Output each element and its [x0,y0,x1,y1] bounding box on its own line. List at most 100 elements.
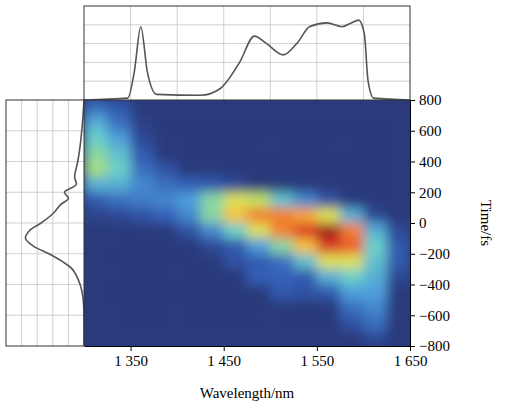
heatmap-cell [270,131,294,147]
heatmap-cell [317,300,341,316]
heatmap-cell [200,146,224,162]
heatmap-cell [131,254,155,270]
heatmap-cell [107,315,131,331]
heatmap-cell [131,208,155,224]
heatmap-cell [247,146,271,162]
heatmap-cell [387,315,410,331]
tick-label: 1 350 [114,353,148,369]
heatmap-cell [107,146,131,162]
heatmap-cell [200,177,224,193]
heatmap-cell [200,162,224,178]
heatmap-cell [200,300,224,316]
x-axis-line [85,346,411,347]
x-axis-tick: 1 550 [300,346,334,369]
heatmap-cell [154,192,178,208]
heatmap-cell [177,254,201,270]
heatmap-cell [200,315,224,331]
heatmap-cell [363,238,387,254]
figure: 1 3501 4501 5501 6508006004002000−200−40… [0,0,506,410]
tick-mark [410,285,415,286]
heatmap-cell [107,192,131,208]
heatmap-cell [224,208,248,224]
heatmap-cell [177,177,201,193]
y-axis-tick: 800 [410,92,442,108]
heatmap-cell [270,300,294,316]
heatmap-cell [247,115,271,131]
heatmap-cell [317,269,341,285]
tick-mark [224,346,225,351]
heatmap-cell [363,300,387,316]
top-panel-background [84,6,410,100]
heatmap-cell [224,300,248,316]
grid-line [6,253,84,254]
heatmap-cell [363,208,387,224]
heatmap-cell [270,192,294,208]
heatmap-cell [200,331,224,346]
tick-mark [410,192,415,193]
heatmap-cell [247,331,271,346]
heatmap-cell [177,146,201,162]
top-panel-frame [84,6,410,100]
heatmap-cell [84,131,108,147]
heatmap-cell [247,254,271,270]
heatmap-cell [340,208,364,224]
heatmap-cell [340,192,364,208]
heatmap-cell [177,223,201,239]
heatmap-cell [387,269,410,285]
heatmap-cell [270,100,294,116]
heatmap-cell [387,131,410,147]
tick-mark [410,223,415,224]
heatmap-cell [177,285,201,301]
heatmap-cell [340,254,364,270]
heatmap-cell [317,115,341,131]
heatmap-cell [363,100,387,116]
heatmap-cell [200,100,224,116]
heatmap-cell [224,192,248,208]
heatmap-cell [387,146,410,162]
heatmap-cell [154,331,178,346]
y-axis-tick: 200 [410,185,442,201]
heatmap-cell [340,131,364,147]
heatmap-cell [154,223,178,239]
heatmap-cell [317,131,341,147]
heatmap-cell [294,131,318,147]
heatmap-cell [363,331,387,346]
heatmap-cells [84,100,410,346]
heatmap-cell [317,331,341,346]
heatmap-cell [294,285,318,301]
heatmap-cell [294,269,318,285]
heatmap-cell [200,115,224,131]
heatmap-cell [177,162,201,178]
tick-label: −400 [419,277,450,293]
tick-mark [410,162,415,163]
tick-label: 200 [419,185,442,201]
heatmap-cell [84,285,108,301]
heatmap-cell [340,269,364,285]
heatmap-cell [177,315,201,331]
heatmap-cell [131,269,155,285]
grid-line [363,6,364,100]
y-axis: 8006004002000−200−400−600−800 [410,92,450,354]
left-panel-background [6,100,84,346]
heatmap-cell [107,238,131,254]
heatmap-cell [294,177,318,193]
heatmap-cell [294,331,318,346]
tick-mark [410,131,415,132]
heatmap-cell [107,285,131,301]
heatmap-cell [270,269,294,285]
heatmap-cell [154,115,178,131]
x-axis: 1 3501 4501 5501 650 [85,346,428,369]
heatmap-cell [340,315,364,331]
left-line-area [25,100,84,346]
heatmap-cell [247,100,271,116]
heatmap-cell [177,238,201,254]
heatmap-cell [200,223,224,239]
heatmap-cell [200,192,224,208]
heatmap-cell [317,254,341,270]
heatmap-cell [270,146,294,162]
heatmap-cell [131,238,155,254]
y-axis-tick: −400 [410,277,450,293]
heatmap-cell [270,177,294,193]
heatmap-cell [270,223,294,239]
heatmap-cell [154,162,178,178]
